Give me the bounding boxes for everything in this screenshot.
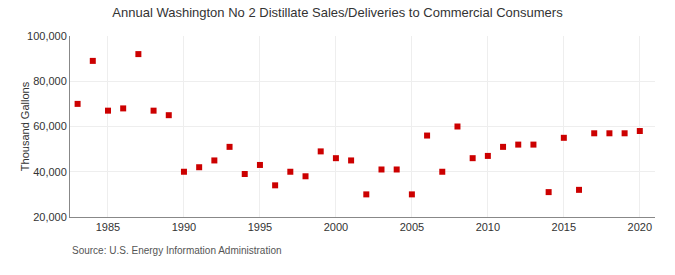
svg-text:2020: 2020	[628, 221, 652, 233]
svg-text:20,000: 20,000	[33, 211, 67, 223]
svg-text:2000: 2000	[324, 221, 348, 233]
svg-text:1995: 1995	[248, 221, 272, 233]
svg-text:2005: 2005	[400, 221, 424, 233]
svg-text:Source: U.S. Energy Informatio: Source: U.S. Energy Information Administ…	[72, 245, 282, 256]
svg-text:60,000: 60,000	[33, 120, 67, 132]
svg-text:40,000: 40,000	[33, 166, 67, 178]
svg-text:80,000: 80,000	[33, 75, 67, 87]
svg-text:100,000: 100,000	[27, 30, 67, 42]
svg-text:1985: 1985	[96, 221, 120, 233]
svg-text:1990: 1990	[172, 221, 196, 233]
svg-text:2015: 2015	[552, 221, 576, 233]
svg-text:Annual Washington No 2 Distill: Annual Washington No 2 Distillate Sales/…	[112, 5, 563, 20]
svg-text:Thousand Gallons: Thousand Gallons	[19, 81, 31, 171]
svg-text:2010: 2010	[476, 221, 500, 233]
